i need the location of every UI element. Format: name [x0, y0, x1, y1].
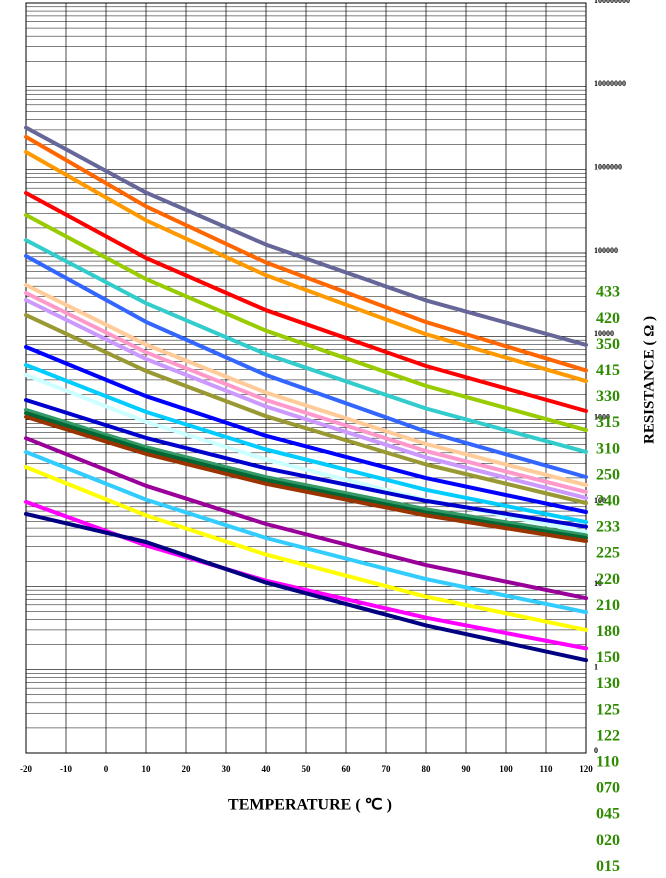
y-tick-label: 0	[594, 746, 598, 755]
legend-label: 110	[596, 753, 619, 770]
x-tick-label: 10	[142, 764, 152, 774]
legend-label: 225	[596, 545, 620, 562]
series-line	[24, 313, 588, 505]
y-tick-label: 10	[594, 579, 602, 588]
x-tick-label: 60	[342, 764, 352, 774]
series-line	[24, 254, 588, 479]
series-line	[24, 238, 588, 454]
x-tick-label: 70	[382, 764, 392, 774]
legend-label: 315	[596, 414, 620, 431]
x-tick-label: 0	[104, 764, 109, 774]
x-tick-label: -10	[60, 764, 72, 774]
series-line	[24, 291, 588, 494]
series-line	[24, 465, 588, 632]
x-tick-label: 90	[462, 764, 472, 774]
y-axis-title: RESISTANCE ( Ω )	[641, 316, 657, 444]
y-tick-label: 10000	[594, 329, 614, 338]
x-tick-label: 40	[262, 764, 272, 774]
y-tick-label: 1000	[594, 412, 610, 421]
y-tick-label: 100000	[594, 246, 618, 255]
legend-label: 125	[596, 701, 620, 718]
series-line	[24, 345, 588, 514]
x-tick-label: 100	[499, 764, 513, 774]
series-line	[24, 191, 588, 413]
x-tick-label: 120	[579, 764, 593, 774]
series-line	[24, 298, 588, 500]
legend-label: 122	[596, 727, 620, 744]
legend-label: 045	[596, 806, 620, 823]
legend-label: 420	[596, 310, 620, 327]
series-line	[24, 150, 588, 384]
series-line	[24, 134, 588, 373]
legend-label: 210	[596, 597, 620, 614]
legend-label: 180	[596, 623, 620, 640]
series-line	[24, 213, 588, 433]
legend-label: 240	[596, 492, 620, 509]
y-tick-label: 1000000	[594, 162, 622, 171]
legend-label: 220	[596, 571, 620, 588]
legend-label: 250	[596, 466, 620, 483]
legend-label: 330	[596, 388, 620, 405]
legend-label: 233	[596, 519, 620, 536]
legend-label: 070	[596, 780, 620, 797]
series-line	[24, 511, 588, 663]
legend-label: 433	[596, 284, 620, 301]
series-line	[24, 436, 588, 601]
legend-label: 015	[596, 858, 620, 875]
series-line	[24, 398, 588, 529]
legend-label: 130	[596, 675, 620, 692]
legend-label: 415	[596, 362, 620, 379]
y-tick-label: 100	[594, 496, 606, 505]
x-tick-label: 110	[539, 764, 553, 774]
legend-label: 350	[596, 336, 620, 353]
x-tick-label: 80	[422, 764, 432, 774]
series-line	[24, 411, 588, 540]
x-tick-label: 50	[302, 764, 312, 774]
series-line	[24, 450, 588, 615]
legend-label: 020	[596, 832, 620, 849]
legend-label: 310	[596, 440, 620, 457]
y-tick-label: 10000000	[594, 79, 626, 88]
series-line	[24, 283, 588, 488]
y-tick-label: 1	[594, 662, 598, 671]
x-tick-label: 30	[222, 764, 232, 774]
series-line	[24, 407, 588, 538]
y-tick-label: 100000000	[594, 0, 630, 5]
series-line	[24, 414, 588, 543]
x-tick-label: -20	[20, 764, 32, 774]
series-line	[24, 363, 588, 525]
x-tick-label: 20	[182, 764, 192, 774]
legend-label: 150	[596, 649, 620, 666]
series-line	[24, 125, 588, 347]
x-axis-title: TEMPERATURE ( ℃ )	[228, 797, 392, 814]
plot-frame	[25, 2, 587, 754]
